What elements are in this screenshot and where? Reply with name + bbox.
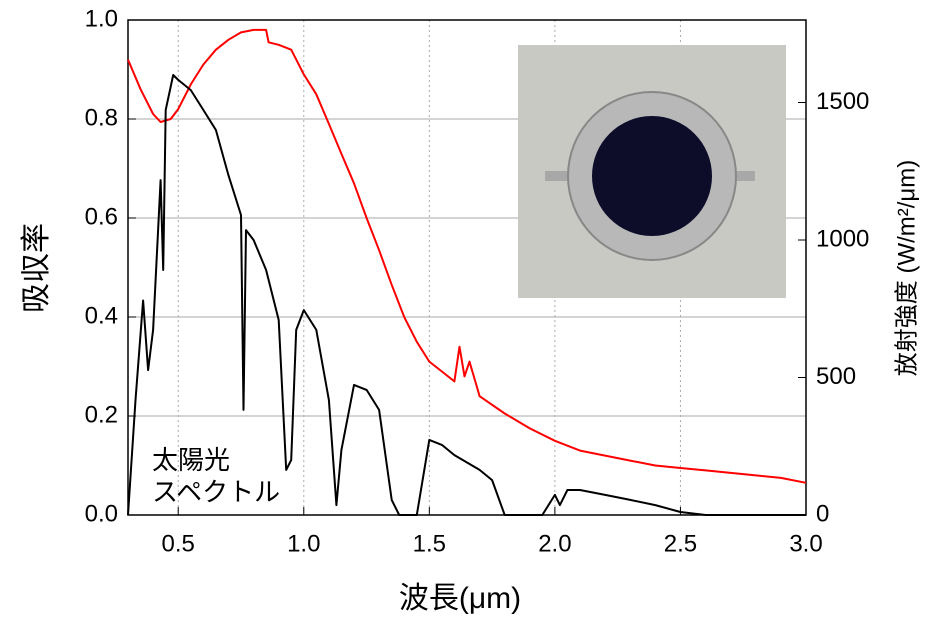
x-tick-label: 1.5 — [413, 530, 446, 557]
plot-frame — [127, 19, 807, 516]
photo-sample — [592, 116, 712, 236]
x-tick-label: 2.0 — [538, 530, 571, 557]
y2-tick-label: 1500 — [816, 88, 869, 115]
y-tick-label: 0.6 — [85, 203, 118, 230]
x-tick-label: 0.5 — [162, 530, 195, 557]
x-tick-label: 3.0 — [789, 530, 822, 557]
annotation: 太陽光 — [152, 445, 230, 475]
x-tick-label: 2.5 — [664, 530, 697, 557]
y2-tick-label: 0 — [816, 500, 829, 527]
y-tick-label: 0.8 — [85, 104, 118, 131]
y2-axis-label: 放射強度 (W/m²/μm) — [893, 160, 920, 376]
y-tick-label: 1.0 — [85, 5, 118, 32]
y2-tick-label: 500 — [816, 363, 856, 390]
x-tick-label: 1.0 — [287, 530, 320, 557]
x-axis-label: 波長(μm) — [399, 582, 521, 615]
y2-tick-label: 1000 — [816, 225, 869, 252]
y-tick-label: 0.4 — [85, 302, 118, 329]
y-tick-label: 0.2 — [85, 401, 118, 428]
data-line — [127, 74, 806, 516]
y-axis-label: 吸収率 — [20, 223, 53, 313]
data-line — [127, 28, 807, 484]
annotation: スペクトル — [152, 477, 280, 507]
y-tick-label: 0.0 — [85, 500, 118, 527]
photo-inset — [518, 45, 786, 298]
